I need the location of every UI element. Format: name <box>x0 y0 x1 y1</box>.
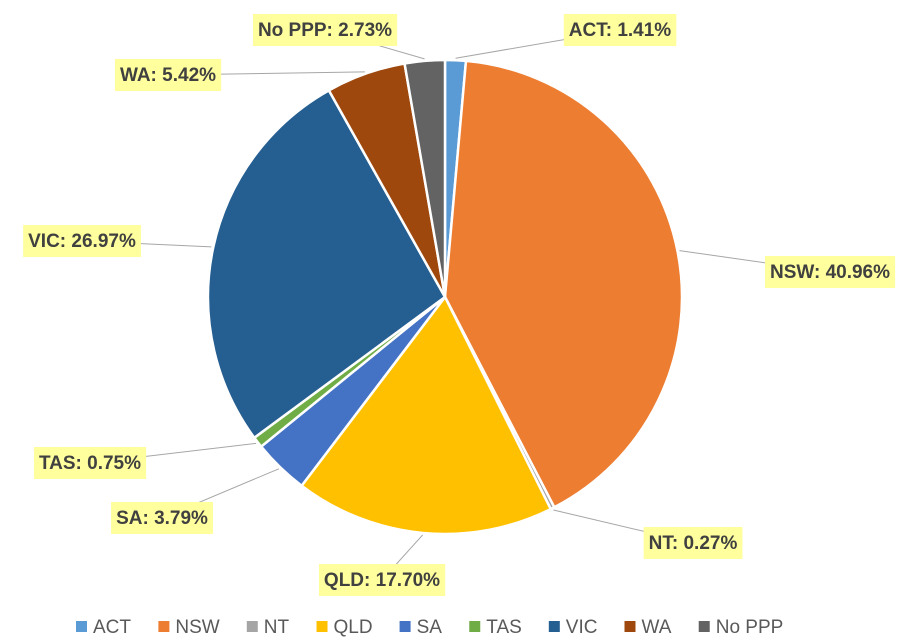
label-box <box>563 14 677 46</box>
legend-swatch <box>548 621 560 632</box>
label-box <box>23 225 141 257</box>
label-box <box>111 502 214 534</box>
label-text: No PPP: 2.73% <box>258 20 392 41</box>
data-label: VIC: 26.97% <box>23 225 141 257</box>
legend-swatch <box>316 621 328 632</box>
label-box <box>318 564 446 596</box>
legend-swatch <box>158 621 170 632</box>
label-box <box>114 59 222 91</box>
pie-slice <box>206 88 447 440</box>
label-text: SA: 3.79% <box>116 508 208 529</box>
pie-slice <box>299 294 553 536</box>
label-text: TAS: 0.75% <box>39 453 141 474</box>
label-box <box>643 527 743 559</box>
data-label: NT: 0.27% <box>643 527 743 559</box>
data-label: ACT: 1.41% <box>563 14 677 46</box>
label-text: ACT: 1.41% <box>569 20 672 41</box>
legend-swatch <box>624 621 636 632</box>
data-label: SA: 3.79% <box>111 502 214 534</box>
label-box <box>252 14 398 46</box>
label-text: VIC: 26.97% <box>28 231 136 252</box>
legend-swatch <box>399 621 411 632</box>
label-box <box>764 256 896 288</box>
data-label: NSW: 40.96% <box>764 256 896 288</box>
legend-label: WA <box>641 617 671 638</box>
legend-swatch <box>469 621 481 632</box>
label-box <box>33 447 147 479</box>
legend-label: NSW <box>175 617 219 638</box>
label-text: QLD: 17.70% <box>324 570 440 591</box>
legend-swatch <box>698 621 710 632</box>
legend-swatch <box>246 621 258 632</box>
legend: ACT NSW NT QLD SA TAS VIC WA No PPP <box>76 617 783 638</box>
legend-label: TAS <box>486 617 522 638</box>
legend-label: No PPP <box>716 617 784 638</box>
legend-label: QLD <box>334 617 373 638</box>
data-label: TAS: 0.75% <box>33 447 147 479</box>
data-label: QLD: 17.70% <box>318 564 446 596</box>
data-label: WA: 5.42% <box>114 59 222 91</box>
data-label: No PPP: 2.73% <box>252 14 398 46</box>
legend-label: ACT <box>93 617 131 638</box>
legend-swatch <box>76 621 87 632</box>
pie-slice <box>443 59 684 509</box>
label-text: NT: 0.27% <box>649 533 738 554</box>
legend-label: NT <box>264 617 290 638</box>
label-text: NSW: 40.96% <box>770 262 890 283</box>
legend-label: VIC <box>566 617 598 638</box>
label-text: WA: 5.42% <box>120 65 216 86</box>
legend-label: SA <box>417 617 443 638</box>
pie-slice <box>403 58 447 298</box>
